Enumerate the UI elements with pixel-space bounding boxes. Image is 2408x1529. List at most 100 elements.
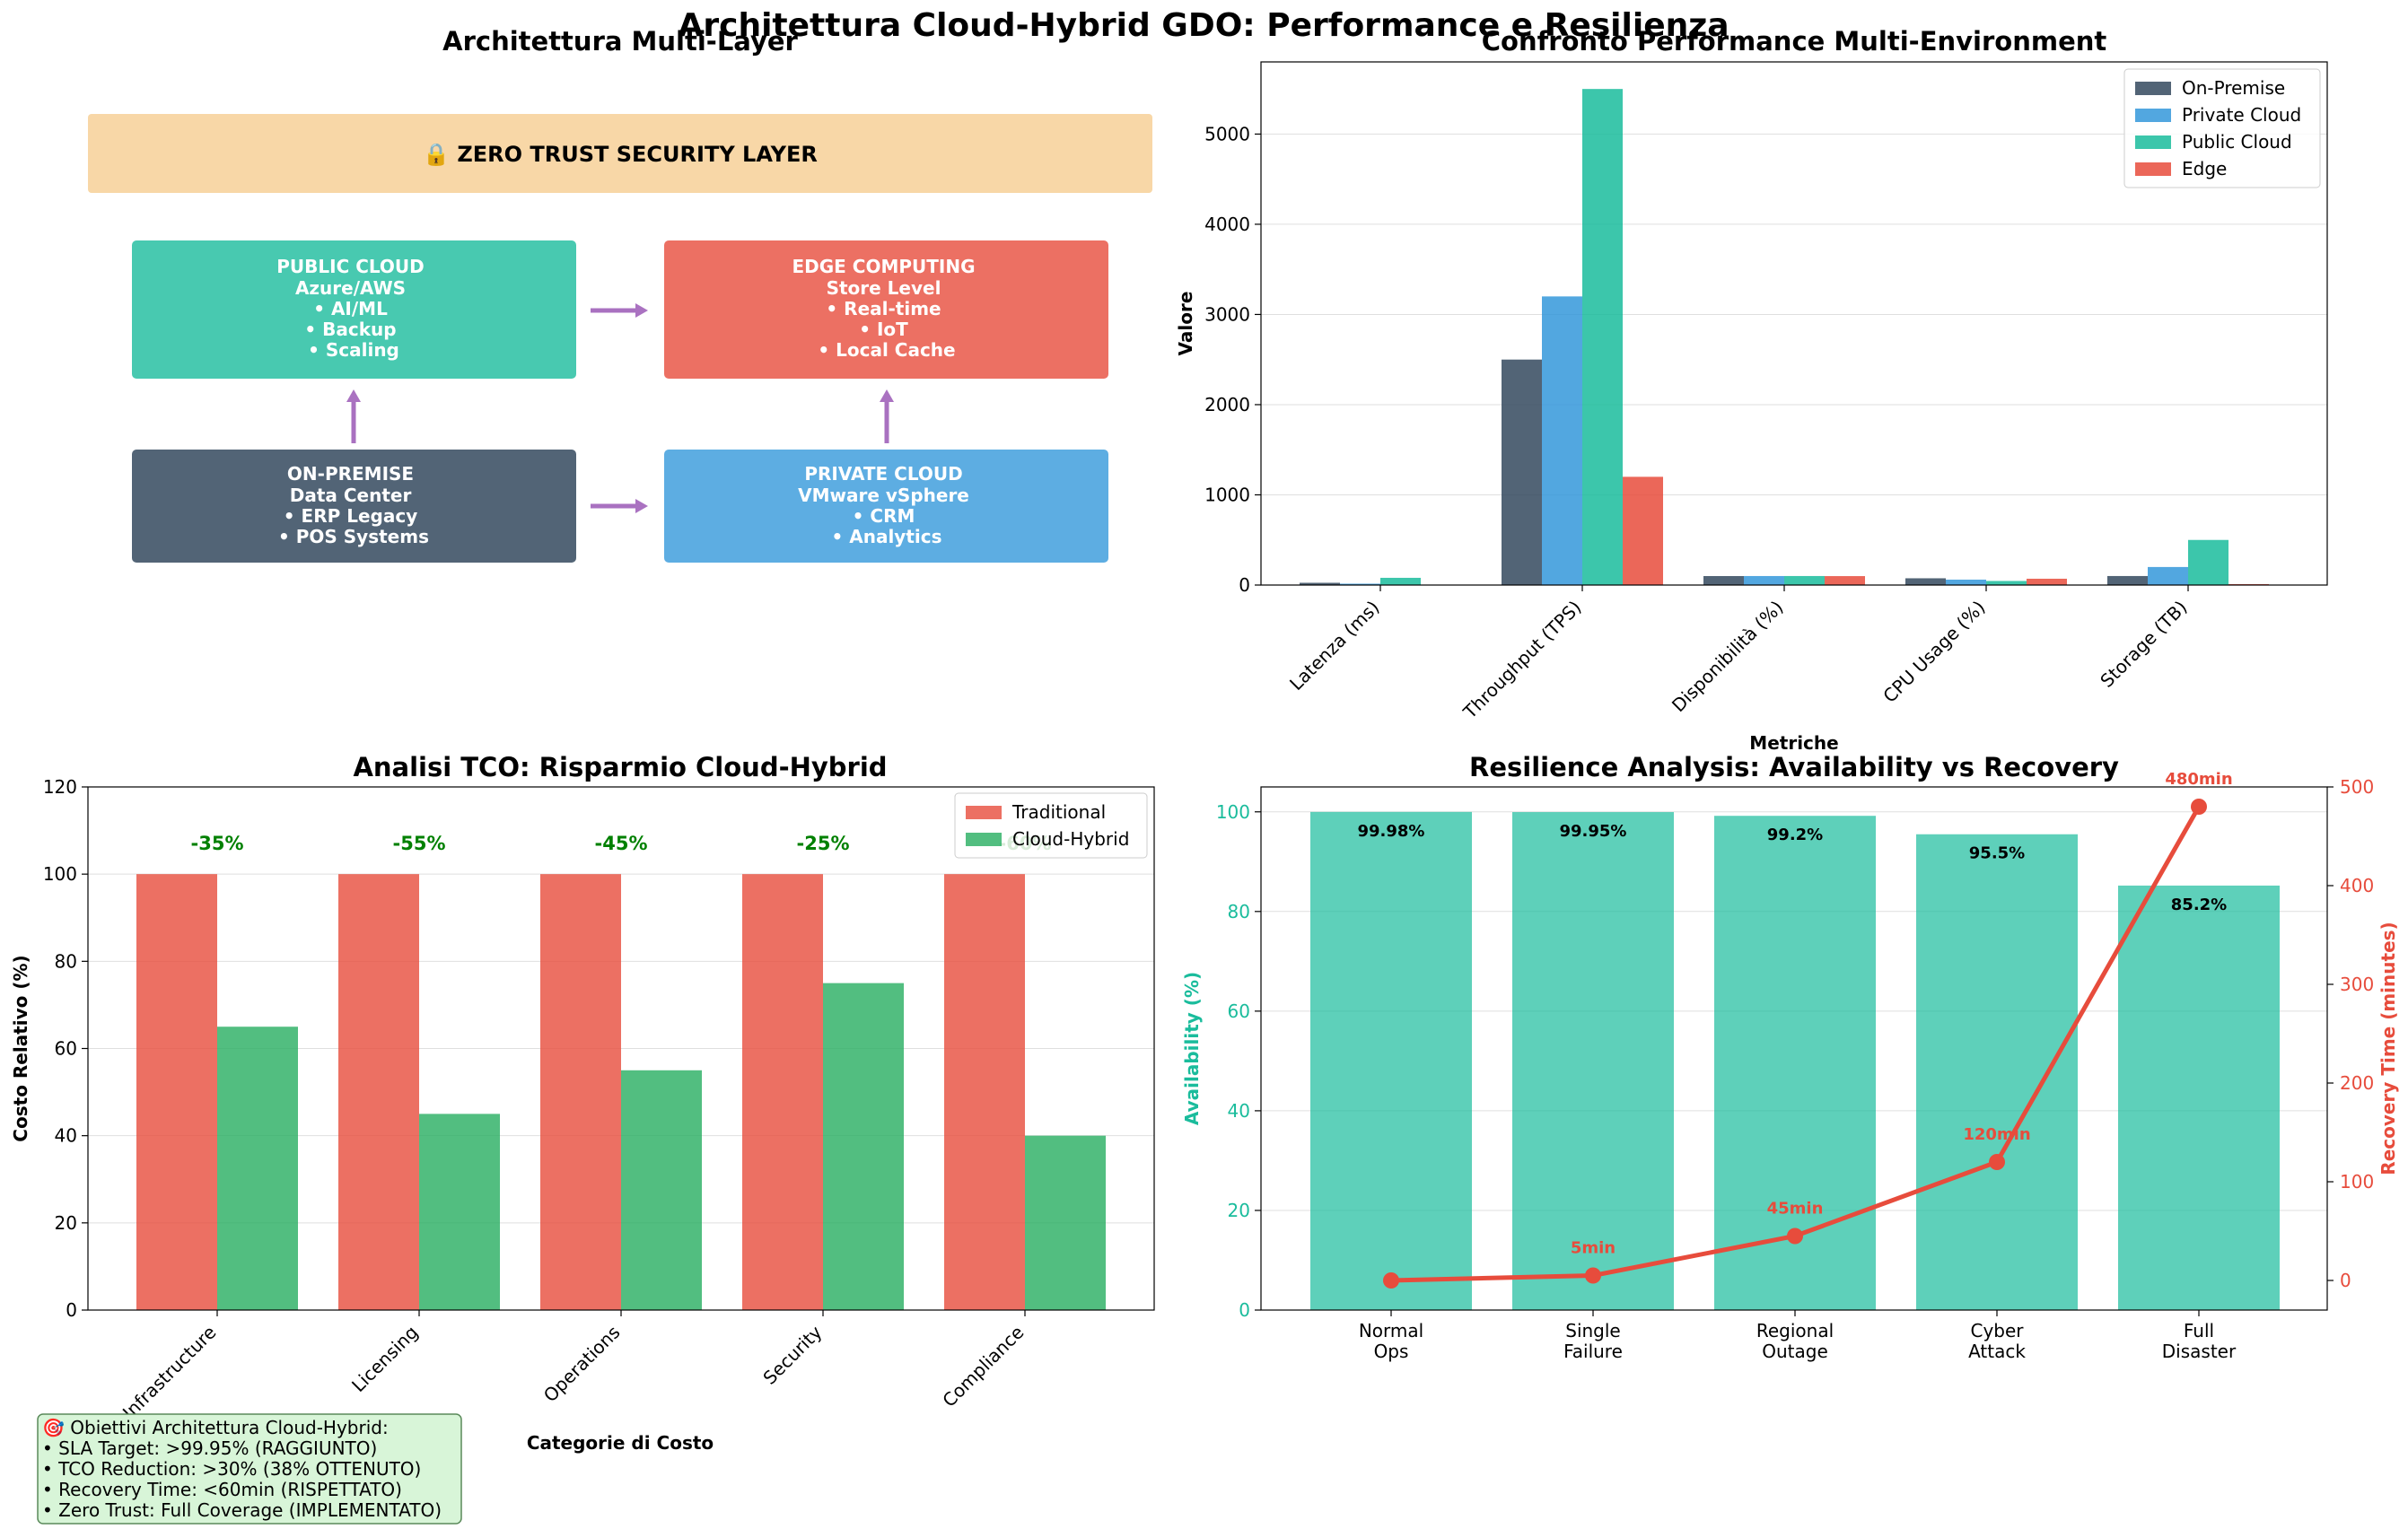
y-tick-label-right: 200	[2340, 1072, 2374, 1094]
bar	[2118, 885, 2280, 1310]
bar	[338, 874, 419, 1310]
x-tick-label: Regional Outage	[1756, 1320, 1834, 1362]
savings-annotation: -35%	[191, 833, 244, 854]
bar	[1512, 812, 1674, 1310]
x-tick-label: Normal Ops	[1359, 1320, 1423, 1362]
chart-title: Resilience Analysis: Availability vs Rec…	[1469, 752, 2119, 782]
architecture-panel: 🔒 ZERO TRUST SECURITY LAYER PUBLIC CLOUD…	[88, 114, 1152, 563]
bar	[1300, 582, 1340, 585]
y-axis-label: Valore	[1175, 292, 1196, 356]
recovery-point	[1787, 1228, 1803, 1245]
bar	[1905, 578, 1946, 585]
legend-swatch	[2135, 109, 2171, 122]
bar	[2148, 566, 2188, 585]
architecture-arrows	[346, 303, 894, 513]
series-availability: 99.98% 99.95% 99.2% 95.5% 85.2%	[1310, 811, 2280, 1310]
x-tick-label: Licensing	[347, 1322, 422, 1396]
bar	[1946, 579, 1986, 585]
bar	[2027, 578, 2067, 585]
series-on-premise	[1300, 359, 2148, 585]
objectives-note: 🎯 Obiettivi Architettura Cloud-Hybrid: •…	[37, 1413, 462, 1525]
recovery-point	[1585, 1267, 1601, 1284]
recovery-point	[1383, 1272, 1399, 1289]
x-tick-label: Single Failure	[1563, 1320, 1623, 1362]
y-tick-label: 40	[1228, 1100, 1250, 1122]
x-tick-label: Operations	[539, 1322, 625, 1407]
legend-box	[2123, 68, 2321, 188]
bar-value-label: 85.2%	[2171, 896, 2227, 914]
y-tick-label-right: 500	[2340, 776, 2374, 798]
x-tick-label: Cyber Attack	[1968, 1320, 2026, 1362]
bar	[1502, 359, 1542, 585]
bar	[1340, 583, 1380, 585]
savings-annotation: -55%	[393, 833, 446, 854]
bar	[944, 874, 1025, 1310]
x-tick-label: Latenza (ms)	[1285, 597, 1383, 695]
legend-label: On-Premise	[2182, 77, 2285, 99]
zero-trust-band	[88, 114, 1152, 193]
y-tick-label: 1000	[1204, 484, 1250, 505]
private-cloud-box	[664, 450, 1108, 563]
bar	[136, 874, 217, 1310]
bar	[540, 874, 621, 1310]
bar	[1714, 816, 1876, 1310]
y-tick-label: 0	[1239, 1299, 1250, 1321]
y-tick-label: 4000	[1204, 214, 1250, 235]
recovery-point	[1989, 1154, 2005, 1170]
legend-swatch	[2135, 82, 2171, 95]
y-tick-label-right: 100	[2340, 1171, 2374, 1193]
series-public-cloud	[1380, 89, 2228, 586]
on-premise-label: ON-PREMISE Data Center • ERP Legacy • PO…	[278, 463, 429, 547]
x-tick-label: CPU Usage (%)	[1878, 597, 1989, 707]
legend-label: Cloud-Hybrid	[1012, 828, 1129, 850]
x-tick-label: Compliance	[938, 1322, 1028, 1411]
y-tick-label: 80	[55, 950, 77, 972]
y-tick-label: 5000	[1204, 123, 1250, 144]
bar	[2188, 539, 2228, 585]
y-axis-label: Availability (%)	[1181, 972, 1203, 1125]
bar	[1986, 581, 2027, 585]
legend-label: Traditional	[1011, 801, 1106, 823]
bar-value-label: 99.2%	[1767, 826, 1823, 844]
bar	[621, 1070, 702, 1310]
series-cloud-hybrid	[217, 983, 1106, 1310]
y-axis-right: 0 100 200 300 400 500	[2327, 776, 2374, 1291]
chart-title: Analisi TCO: Risparmio Cloud-Hybrid	[353, 752, 887, 782]
bar	[1916, 834, 2078, 1310]
bar	[1703, 575, 1744, 585]
series-edge	[1421, 476, 2269, 585]
bar	[1623, 476, 1663, 585]
x-tick-label: Throughput (TPS)	[1458, 597, 1585, 723]
performance-chart: 0 1000 2000 3000 4000 5000 Latenza (ms) Through…	[1175, 26, 2328, 754]
plot-frame	[1260, 61, 2328, 586]
series-traditional	[136, 874, 1025, 1310]
plot-frame	[1260, 786, 2328, 1311]
bar	[1582, 89, 1623, 586]
legend-swatch	[2135, 135, 2171, 149]
bar-value-label: 99.98%	[1358, 822, 1425, 841]
recovery-label: 45min	[1767, 1200, 1824, 1219]
resilience-chart: 0 20 40 60 80 100 0 100 200 300 400 500 99.98% 99.95%…	[1181, 752, 2399, 1362]
y-tick-label: 120	[43, 776, 77, 798]
architecture-title: Architettura Multi-Layer	[442, 26, 798, 57]
y-tick-label: 20	[55, 1212, 77, 1234]
x-tick-label: Full Disaster	[2162, 1320, 2237, 1362]
x-axis-label: Metriche	[1749, 732, 1838, 754]
bar	[1380, 577, 1421, 585]
series-private-cloud	[1340, 296, 2188, 585]
x-tick-label: Infrastructure	[118, 1322, 221, 1424]
y-tick-label: 60	[55, 1038, 77, 1060]
x-tick-label: Storage (TB)	[2096, 597, 2191, 692]
arrow-onprem-to-private	[591, 499, 648, 513]
figure-suptitle: Architettura Cloud-Hybrid GDO: Performan…	[679, 7, 1729, 44]
legend-box	[954, 792, 1148, 859]
chart-title: Confronto Performance Multi-Environment	[1482, 26, 2107, 57]
bar	[742, 874, 823, 1310]
arrow-onprem-to-public	[346, 389, 361, 443]
savings-annotation: -45%	[595, 833, 648, 854]
y-tick-label: 40	[55, 1125, 77, 1147]
bar-value-label: 95.5%	[1969, 844, 2025, 863]
x-axis-label: Categorie di Costo	[527, 1432, 714, 1454]
tco-chart: 020406080100120-35%-55%-45%-25%-60%Tradi…	[10, 752, 1155, 1454]
